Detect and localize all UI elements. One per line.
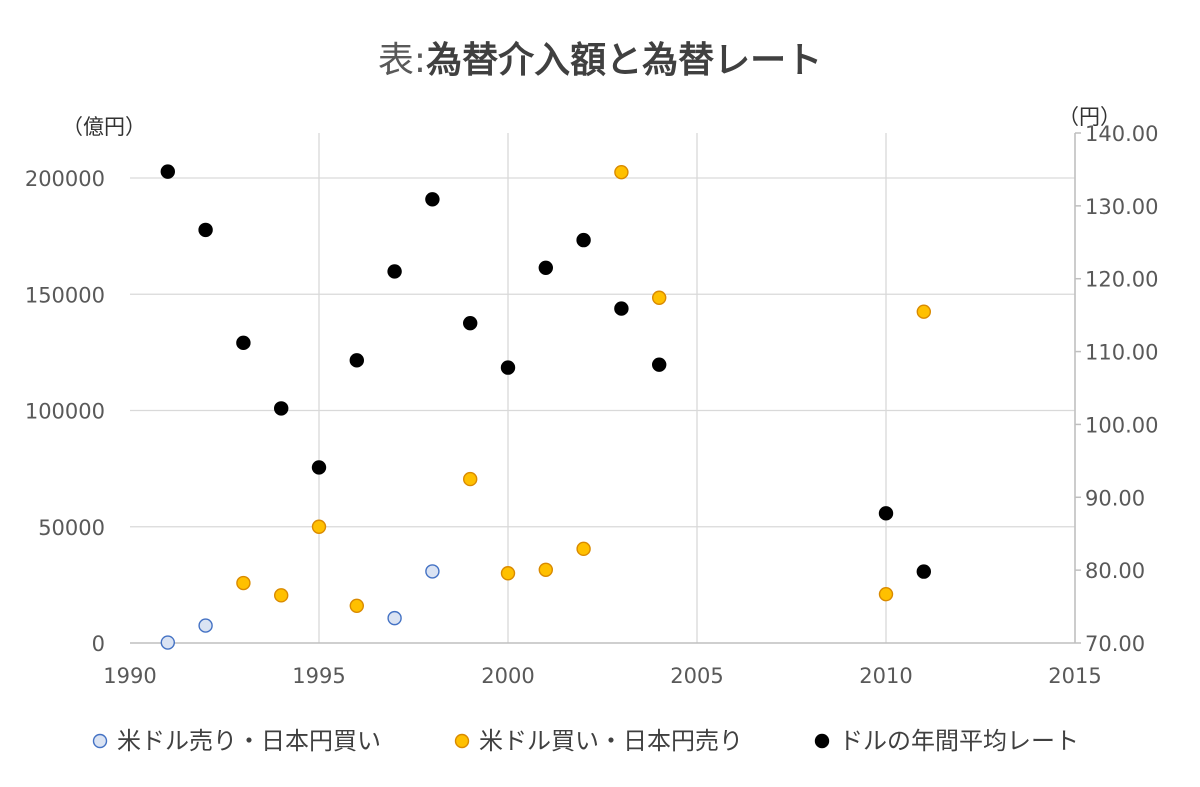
left-y-tick-label: 0 [92, 632, 105, 656]
chart-title-main: 為替介入額と為替レート [426, 40, 822, 81]
data-point [878, 506, 894, 521]
data-point [274, 401, 289, 416]
data-point [160, 164, 176, 179]
left-y-tick-label: 50000 [38, 516, 105, 540]
right-y-tick-label: 130.00 [1085, 195, 1158, 219]
data-point [387, 610, 402, 626]
data-point [538, 260, 553, 275]
series-2 [160, 164, 931, 579]
data-point [198, 618, 213, 633]
right-y-tick-label: 100.00 [1085, 413, 1158, 437]
x-tick-label: 1995 [292, 664, 345, 688]
x-tick-label: 1990 [103, 664, 156, 688]
right-axis-unit-label: （円） [1058, 105, 1121, 129]
x-tick-label: 2000 [481, 664, 534, 688]
data-point [538, 562, 553, 577]
data-point [916, 304, 931, 319]
data-point [652, 290, 667, 305]
data-point [614, 301, 629, 316]
data-point [500, 566, 516, 581]
x-tick-label: 2015 [1048, 664, 1101, 688]
data-point [274, 588, 289, 603]
data-point [652, 357, 667, 372]
data-points [160, 164, 931, 650]
data-point [236, 575, 251, 591]
data-point [198, 222, 213, 238]
left-y-tick-label: 100000 [25, 400, 105, 424]
x-tick-label: 2010 [859, 664, 912, 688]
data-point [160, 635, 176, 650]
x-tick-label: 2005 [670, 664, 723, 688]
axes [130, 132, 1081, 644]
right-y-tick-label: 90.00 [1085, 486, 1145, 510]
series-1 [236, 164, 931, 613]
legend-marker [814, 733, 830, 749]
legend-marker [454, 733, 470, 749]
data-point [425, 564, 440, 579]
legend: 米ドル売り・日本円買い 米ドル買い・日本円売り ドルの年間平均レート [92, 727, 1079, 755]
data-point [463, 315, 478, 331]
chart-title: 表:為替介入額と為替レート [378, 40, 822, 81]
right-y-tick-label: 80.00 [1085, 559, 1145, 583]
data-point [236, 335, 251, 351]
left-y-tick-label: 200000 [25, 167, 105, 191]
data-point [311, 519, 327, 534]
legend-marker [92, 733, 108, 749]
right-y-tick-label: 70.00 [1085, 632, 1145, 656]
data-point [425, 192, 440, 207]
chart-title-prefix: 表: [378, 40, 426, 81]
data-point [311, 460, 327, 475]
data-point [576, 232, 591, 248]
legend-label: 米ドル売り・日本円買い [117, 727, 381, 755]
series-0 [160, 564, 440, 650]
tick-labels: 1990 1995 2000 2005 2010 2015 0 50000 100000 1500… [25, 122, 1159, 688]
data-point [614, 164, 629, 180]
left-y-tick-label: 150000 [25, 283, 105, 307]
legend-label: 米ドル買い・日本円売り [479, 727, 743, 755]
legend-label: ドルの年間平均レート [839, 727, 1079, 755]
data-point [463, 471, 478, 487]
left-axis-unit-label: （億円） [62, 115, 146, 139]
data-point [387, 264, 402, 279]
right-y-tick-label: 140.00 [1085, 122, 1158, 146]
data-point [349, 353, 364, 368]
data-point [916, 564, 931, 579]
grid-lines [130, 133, 1076, 643]
data-point [349, 598, 364, 613]
right-y-tick-label: 120.00 [1085, 268, 1158, 292]
data-point [576, 541, 591, 557]
data-point [500, 360, 516, 375]
data-point [878, 586, 894, 602]
right-y-tick-label: 110.00 [1085, 341, 1158, 365]
